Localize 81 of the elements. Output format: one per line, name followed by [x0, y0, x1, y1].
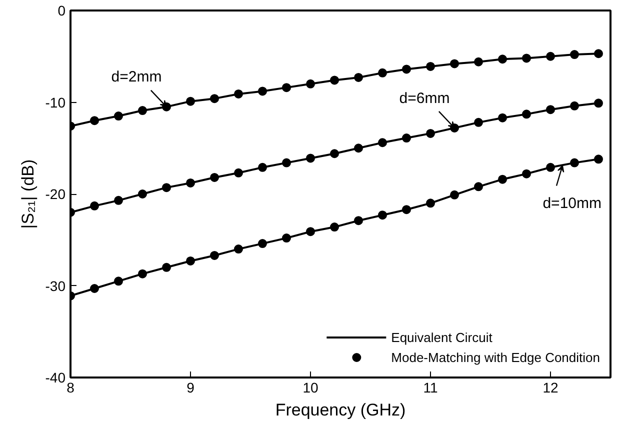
- point: [306, 154, 315, 163]
- point: [378, 138, 387, 148]
- point: [426, 128, 435, 138]
- point: [354, 216, 363, 226]
- point: [498, 113, 507, 122]
- point: [186, 256, 195, 266]
- point: [498, 174, 507, 184]
- point: [306, 79, 315, 88]
- point: [234, 244, 243, 254]
- point: [330, 222, 339, 232]
- point: [186, 178, 195, 188]
- point: [402, 205, 411, 214]
- point: [570, 158, 579, 168]
- x-tick-label: 10: [302, 380, 318, 396]
- point: [378, 210, 387, 220]
- point: [450, 190, 459, 200]
- point: [450, 59, 459, 68]
- point: [90, 284, 99, 293]
- point: [594, 49, 603, 58]
- point: [234, 168, 243, 178]
- point: [474, 57, 483, 66]
- point: [522, 110, 531, 119]
- point: [474, 118, 483, 127]
- point: [570, 50, 579, 60]
- point: [426, 62, 435, 71]
- point: [282, 158, 291, 168]
- point: [282, 234, 291, 243]
- point: [114, 196, 123, 205]
- point: [498, 54, 507, 64]
- point: [210, 94, 219, 104]
- x-axis-title: Frequency (GHz): [275, 400, 406, 420]
- point: [546, 105, 555, 114]
- y-tick-label: -40: [45, 370, 66, 386]
- point: [402, 64, 411, 74]
- point: [258, 162, 267, 172]
- point: [378, 68, 387, 78]
- annotation: d=6mm: [399, 90, 450, 107]
- point: [306, 227, 315, 236]
- legend-label: Mode-Matching with Edge Condition: [391, 350, 600, 364]
- point: [330, 149, 339, 158]
- point: [522, 169, 531, 178]
- y-tick-label: -20: [45, 186, 66, 202]
- point: [522, 54, 531, 63]
- y-tick-label: -10: [45, 94, 66, 110]
- point: [114, 112, 123, 121]
- x-tick-label: 9: [186, 380, 195, 396]
- point: [258, 239, 267, 248]
- point: [282, 83, 291, 92]
- x-tick-label: 11: [423, 380, 438, 396]
- point: [138, 269, 147, 278]
- point: [594, 98, 603, 108]
- point: [114, 276, 123, 286]
- point: [258, 86, 267, 96]
- point: [546, 162, 555, 172]
- point: [186, 96, 195, 106]
- point: [234, 90, 243, 98]
- point: [138, 190, 147, 198]
- point: [330, 76, 339, 85]
- point: [210, 172, 219, 182]
- point: [354, 72, 363, 82]
- point: [354, 144, 363, 153]
- point: [426, 198, 435, 208]
- point: [474, 182, 483, 192]
- point: [90, 116, 99, 126]
- annotation: d=10mm: [542, 194, 602, 212]
- point: [546, 52, 555, 61]
- point: [90, 201, 99, 210]
- x-tick-label: 8: [66, 380, 75, 396]
- x-tick-label: 12: [542, 380, 558, 396]
- y-tick-label: -30: [45, 278, 66, 294]
- annotation: d=2mm: [111, 68, 162, 86]
- point: [162, 183, 171, 192]
- point: [570, 101, 579, 110]
- legend-label: Equivalent Circuit: [391, 330, 492, 344]
- point: [210, 250, 219, 260]
- point: [594, 154, 603, 164]
- y-tick-label: 0: [58, 2, 66, 18]
- point: [138, 106, 147, 115]
- point: [402, 134, 411, 143]
- point: [162, 262, 171, 272]
- y-axis-title: |S₂₁| (dB): [18, 159, 38, 229]
